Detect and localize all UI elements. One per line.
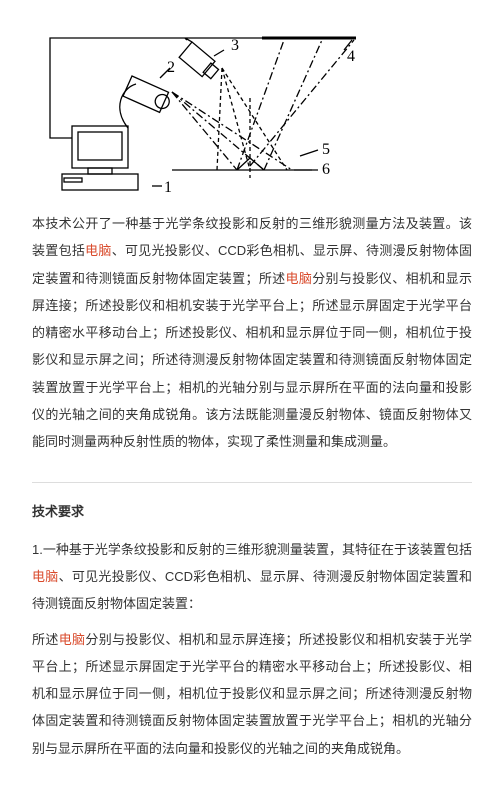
req1-text-a: 1.一种基于光学条纹投影和反射的三维形貌测量装置，其特征在于该装置包括 xyxy=(32,542,472,557)
req1-text-b: 、可见光投影仪、CCD彩色相机、显示屏、待测漫反射物体固定装置和待测镜面反射物体… xyxy=(32,569,472,611)
fig-label-2: 2 xyxy=(167,59,175,76)
figure-diagram: 1 2 3 4 5 6 xyxy=(32,28,472,198)
requirement-p1: 1.一种基于光学条纹投影和反射的三维形貌测量装置，其特征在于该装置包括电脑、可见… xyxy=(32,536,472,618)
fig-label-6: 6 xyxy=(322,161,330,178)
fig-label-4: 4 xyxy=(347,48,355,65)
abstract-paragraph: 本技术公开了一种基于光学条纹投影和反射的三维形貌测量方法及装置。该装置包括电脑、… xyxy=(32,210,472,456)
schematic-svg: 1 2 3 4 5 6 xyxy=(32,28,362,198)
fig-label-5: 5 xyxy=(322,141,330,158)
req2-text-b: 分别与投影仪、相机和显示屏连接；所述投影仪和相机安装于光学平台上；所述显示屏固定… xyxy=(32,632,472,756)
requirement-p2: 所述电脑分别与投影仪、相机和显示屏连接；所述投影仪和相机安装于光学平台上；所述显… xyxy=(32,626,472,762)
section-title: 技术要求 xyxy=(32,501,472,520)
fig-label-1: 1 xyxy=(164,179,172,196)
section-divider xyxy=(32,482,472,483)
req1-hl-1: 电脑 xyxy=(32,569,59,584)
abstract-hl-2: 电脑 xyxy=(286,271,313,286)
abstract-text-c: 分别与投影仪、相机和显示屏连接；所述投影仪和相机安装于光学平台上；所述显示屏固定… xyxy=(32,271,472,450)
abstract-hl-1: 电脑 xyxy=(85,243,112,258)
fig-label-3: 3 xyxy=(231,37,239,54)
req2-hl-2: 电脑 xyxy=(59,632,86,647)
req2-text-a: 所述 xyxy=(32,632,59,647)
